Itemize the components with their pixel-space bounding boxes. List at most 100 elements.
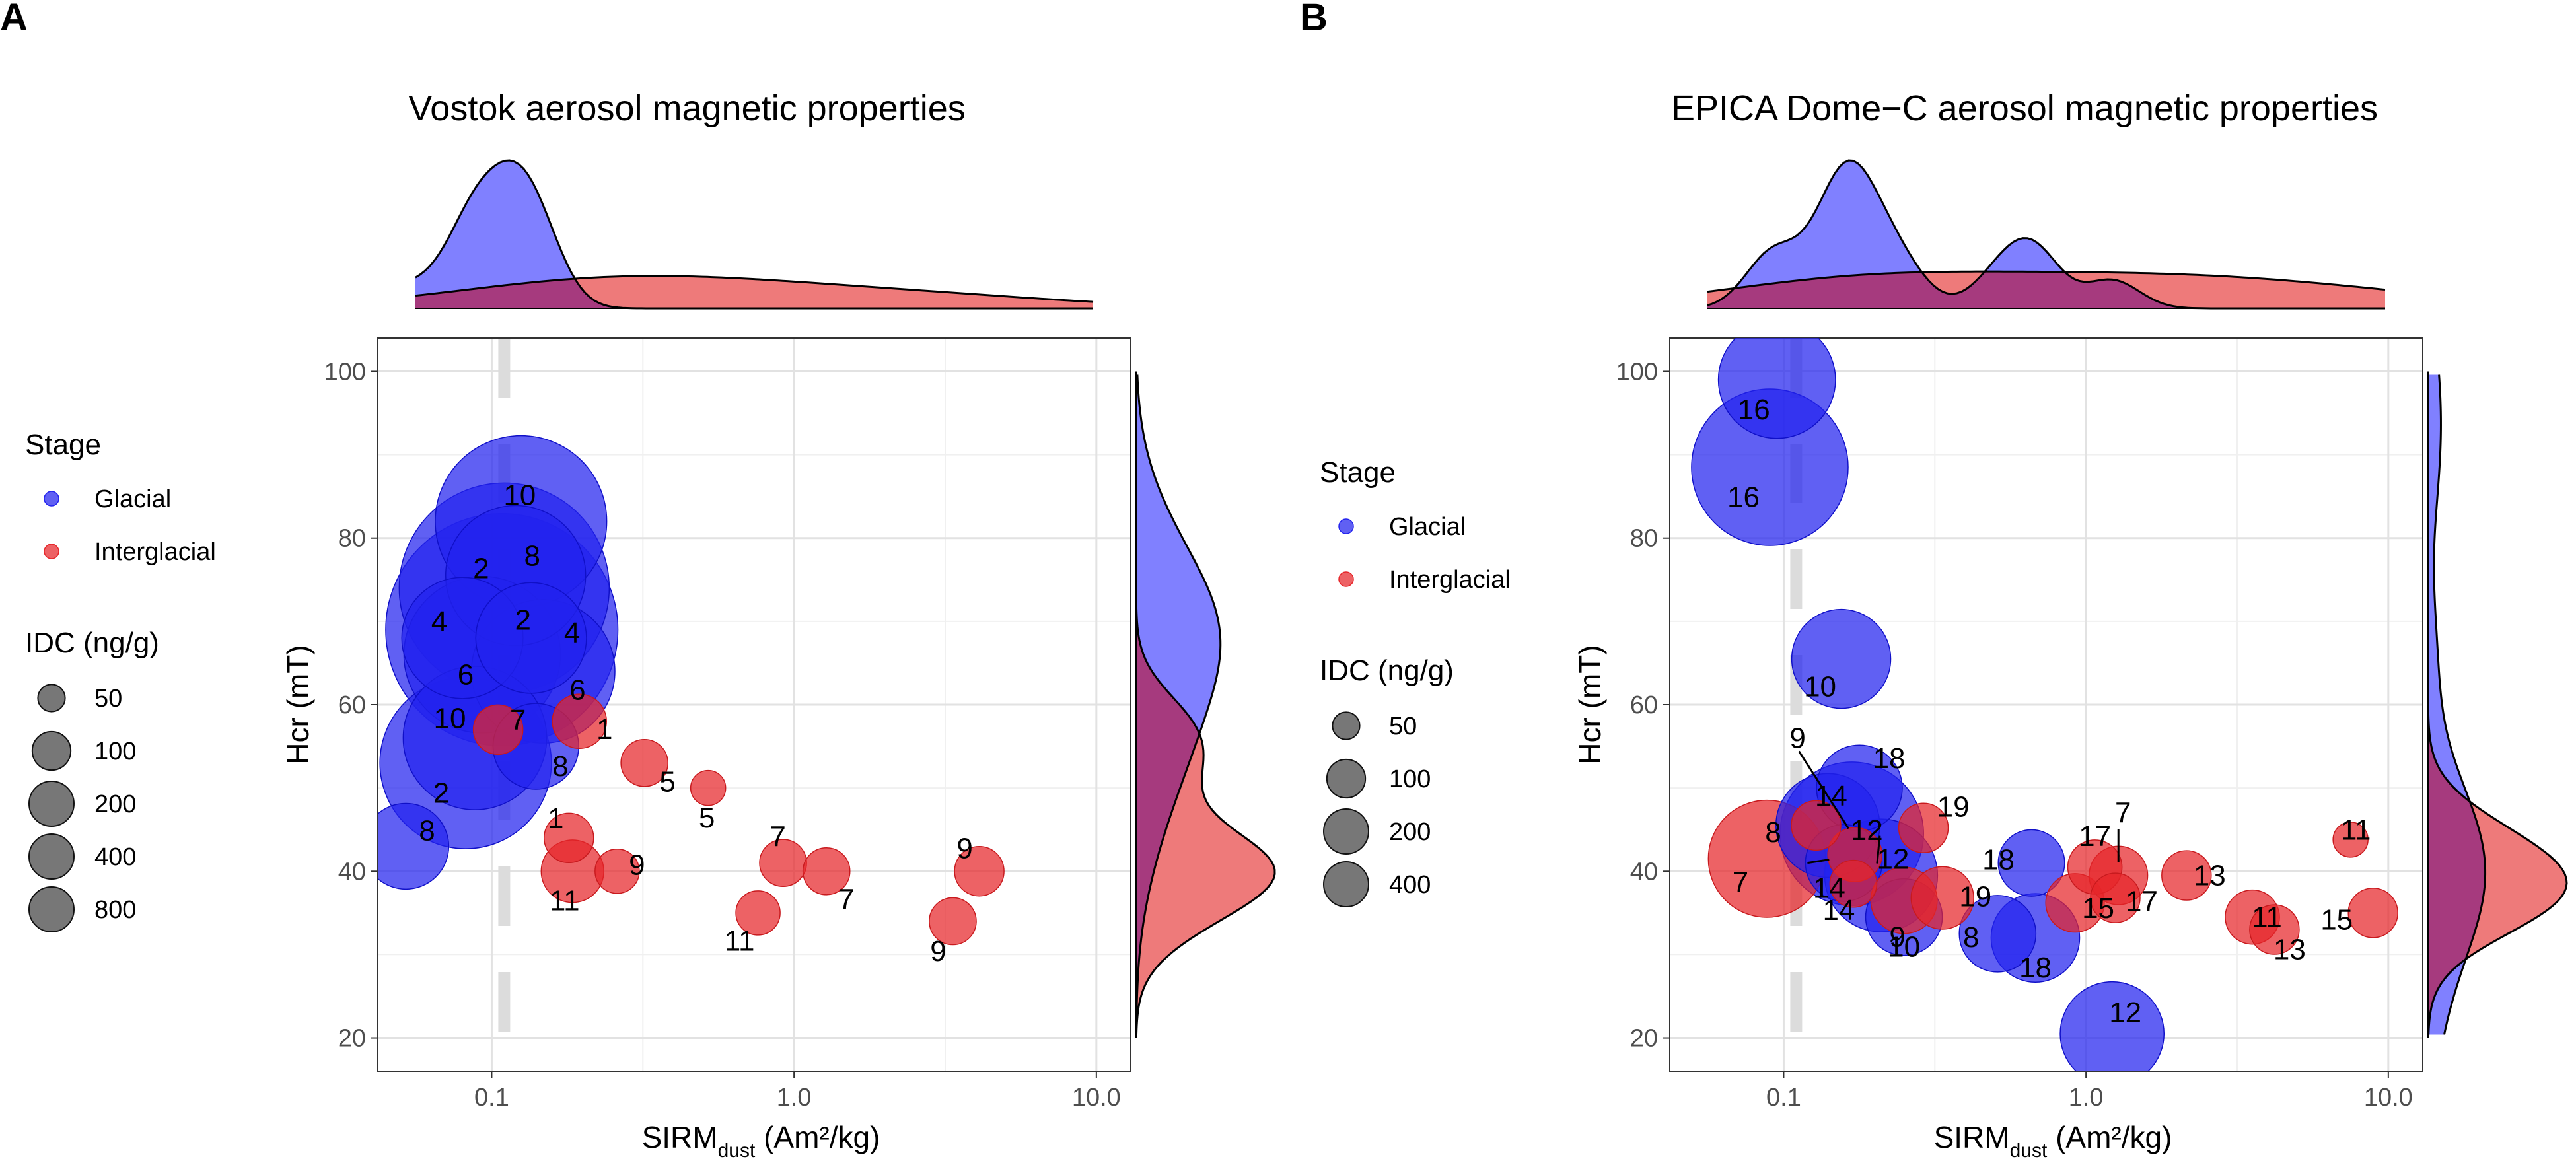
legend-size-swatch xyxy=(28,886,75,932)
point-label: 10 xyxy=(1888,931,1920,964)
x-axis-label-unit: (Am²/kg) xyxy=(755,1120,880,1154)
legend-stage-title: Stage xyxy=(1320,456,1396,489)
x-axis-label-unit: (Am²/kg) xyxy=(2047,1120,2172,1154)
chart-title: EPICA Dome−C aerosol magnetic properties xyxy=(1671,88,2378,128)
x-axis-label-sub: dust xyxy=(718,1140,756,1161)
point-label: 18 xyxy=(2019,952,2052,984)
data-point xyxy=(475,582,587,694)
point-label: 16 xyxy=(1738,394,1770,426)
legend-stage-swatch xyxy=(1338,571,1354,587)
legend-size-swatch xyxy=(1326,758,1367,799)
point-label: 16 xyxy=(1727,481,1760,514)
x-tick-label: 1.0 xyxy=(2069,1084,2104,1111)
legend-stage-label: Interglacial xyxy=(1389,566,1511,594)
legend-stage-label: Interglacial xyxy=(94,538,216,566)
y-tick-label: 80 xyxy=(338,525,366,553)
data-point xyxy=(594,849,640,894)
data-point xyxy=(378,802,450,890)
data-point xyxy=(1717,338,1836,439)
data-point xyxy=(2059,981,2165,1071)
label-leader-line xyxy=(1807,859,1830,864)
legend-stage-title: Stage xyxy=(25,429,101,461)
data-point xyxy=(2249,904,2300,955)
density-overlap-y xyxy=(2428,374,2486,1035)
legend-size-label: 400 xyxy=(94,843,136,871)
data-point xyxy=(954,846,1005,897)
data-point xyxy=(2332,822,2369,858)
density-interglacial-y xyxy=(1136,374,1275,1035)
legend-size-swatch xyxy=(28,833,75,880)
x-axis-label-sub: dust xyxy=(2010,1140,2048,1161)
point-label: 15 xyxy=(2082,892,2114,925)
data-point xyxy=(929,897,977,946)
point-label: 8 xyxy=(552,750,568,783)
legend-size-label: 100 xyxy=(94,738,136,765)
y-tick-label: 40 xyxy=(338,858,366,886)
point-label: 7 xyxy=(1733,866,1748,898)
point-label: 11 xyxy=(550,884,580,917)
point-label: 17 xyxy=(2079,820,2111,853)
point-label: 9 xyxy=(930,935,946,968)
y-tick-label: 20 xyxy=(1630,1025,1658,1053)
density-overlap-x xyxy=(1707,271,2385,308)
legend-size-label: 400 xyxy=(1389,871,1431,899)
y-tick-label: 60 xyxy=(1630,691,1658,719)
density-overlap-x xyxy=(415,279,1093,308)
legend-stage-label: Glacial xyxy=(94,485,171,513)
density-line-interglacial-x xyxy=(1707,270,2386,293)
x-tick-label: 1.0 xyxy=(777,1084,812,1111)
data-point xyxy=(1898,802,1949,853)
point-label: 5 xyxy=(659,765,675,798)
density-overlap-y xyxy=(1136,374,1199,1035)
point-label: 6 xyxy=(569,674,585,707)
point-label: 1 xyxy=(548,802,563,835)
y-tick-label: 40 xyxy=(1630,858,1658,886)
chart-title: Vostok aerosol magnetic properties xyxy=(408,88,965,128)
density-glacial-x xyxy=(1707,160,2385,308)
legend-stage-swatch xyxy=(44,544,59,559)
points xyxy=(378,435,1005,946)
point-label: 10 xyxy=(1804,671,1836,703)
density-line-interglacial-x xyxy=(415,275,1094,303)
point-label: 8 xyxy=(1765,816,1781,849)
point-label: 8 xyxy=(524,540,540,572)
x-tick-label: 0.1 xyxy=(474,1084,509,1111)
point-label: 11 xyxy=(725,925,755,957)
y-tick-label: 20 xyxy=(338,1025,366,1053)
data-point xyxy=(735,890,781,936)
legend-size-label: 800 xyxy=(94,896,136,924)
data-point xyxy=(1829,859,1878,908)
point-label: 15 xyxy=(2320,903,2353,936)
panel-A: A Vostok aerosol magnetic properties 20 40 6… xyxy=(0,0,1276,1161)
data-point xyxy=(1958,895,2037,973)
point-label: 4 xyxy=(431,606,447,638)
data-point xyxy=(1791,608,1892,709)
data-point xyxy=(544,812,594,864)
density-line-glacial-y xyxy=(2433,374,2487,1035)
point-label: 1 xyxy=(596,713,612,746)
legend-size-label: 200 xyxy=(94,791,136,818)
legend-size-title: IDC (ng/g) xyxy=(25,627,159,659)
legend-stage-label: Glacial xyxy=(1389,513,1466,541)
data-point xyxy=(1791,800,1842,851)
data-point xyxy=(552,693,607,750)
density-line-glacial-y xyxy=(1135,374,1222,1035)
data-point xyxy=(620,738,668,787)
legend: Stage Glacial Interglacial IDC (ng/g) 50 100 2… xyxy=(25,429,216,932)
point-label: 4 xyxy=(564,617,580,649)
point-label: 18 xyxy=(1873,742,1906,775)
y-tick-label: 60 xyxy=(338,691,366,719)
point-label: 7 xyxy=(2115,797,2131,829)
data-point xyxy=(1997,829,2065,897)
y-tick-label: 80 xyxy=(1630,525,1658,553)
point-label: 9 xyxy=(629,849,645,881)
point-label: 12 xyxy=(1851,814,1883,847)
point-label: 19 xyxy=(1937,791,1970,824)
x-tick-label: 0.1 xyxy=(1766,1084,1801,1111)
data-point xyxy=(472,704,524,756)
y-tick-label: 100 xyxy=(324,358,366,386)
x-axis-label-main: SIRM xyxy=(642,1120,718,1154)
